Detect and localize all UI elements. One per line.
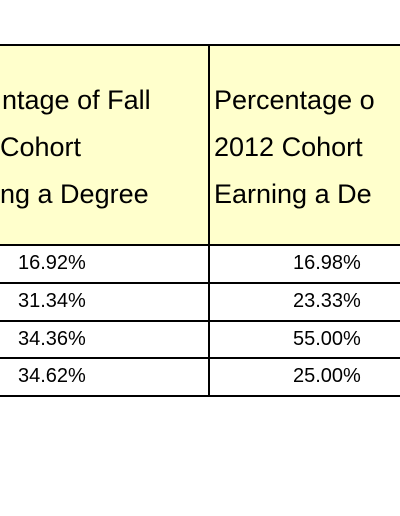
- border: [0, 44, 400, 46]
- border: [0, 281, 400, 284]
- header-text: Percentage o: [214, 85, 375, 115]
- header-cell: [0, 45, 209, 245]
- header-text: Earning a De: [214, 179, 372, 209]
- cell-value: 16.92%: [18, 252, 86, 274]
- border: [0, 357, 400, 360]
- header-text: Cohort: [0, 132, 82, 162]
- cell-value: 55.00%: [293, 327, 361, 350]
- cell-value: 23.33%: [293, 289, 361, 312]
- border: [0, 244, 400, 246]
- cell-value: 34.36%: [18, 327, 86, 350]
- cell-value: 16.98%: [293, 252, 361, 274]
- border: [0, 319, 400, 322]
- border: [0, 395, 400, 397]
- header-text: 2012 Cohort: [214, 132, 363, 162]
- cell-value: 25.00%: [293, 365, 361, 388]
- header-text: ng a Degree: [0, 179, 149, 209]
- header-text: ntage of Fall: [2, 85, 151, 115]
- border: [208, 45, 210, 396]
- cell-value: 34.62%: [18, 365, 86, 388]
- cell-value: 31.34%: [18, 289, 86, 312]
- header-cell: [209, 45, 400, 245]
